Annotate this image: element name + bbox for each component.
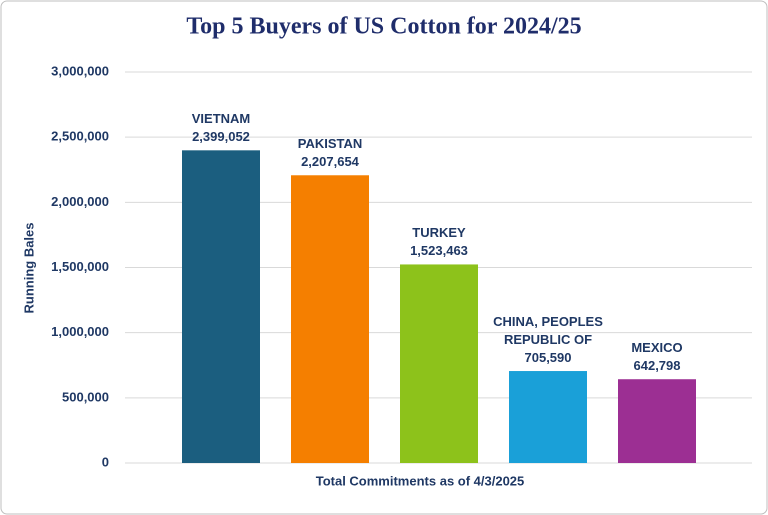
value-label: 2,207,654	[301, 154, 359, 170]
bar	[509, 371, 587, 463]
y-tick-label: 1,000,000	[51, 324, 109, 339]
bar	[291, 175, 369, 463]
y-tick-label: 3,000,000	[51, 63, 109, 78]
bar-label: VIETNAM 2,399,052	[156, 110, 286, 146]
y-tick-label: 500,000	[62, 389, 109, 404]
bar	[182, 150, 260, 464]
y-tick-label: 2,500,000	[51, 129, 109, 144]
category-label: TURKEY	[412, 225, 466, 241]
y-tick-label: 2,000,000	[51, 194, 109, 209]
y-tick-label: 0	[102, 454, 109, 469]
category-label: CHINA, PEOPLES REPUBLIC OF	[493, 314, 603, 348]
bar-label: CHINA, PEOPLES REPUBLIC OF 705,590	[483, 313, 613, 367]
category-label: PAKISTAN	[297, 136, 363, 152]
x-axis-label: Total Commitments as of 4/3/2025	[316, 473, 525, 488]
bar-label: TURKEY 1,523,463	[374, 224, 504, 260]
bar-label: PAKISTAN 2,207,654	[265, 135, 395, 171]
category-label: VIETNAM	[191, 111, 251, 127]
y-axis-label: Running Bales	[21, 222, 36, 313]
category-label: MEXICO	[631, 340, 683, 356]
bar	[400, 264, 478, 463]
value-label: 705,590	[524, 350, 572, 366]
bar-label: MEXICO 642,798	[592, 339, 722, 375]
chart-title: Top 5 Buyers of US Cotton for 2024/25	[186, 14, 581, 40]
bar	[618, 379, 696, 463]
value-label: 642,798	[633, 358, 681, 374]
value-label: 1,523,463	[410, 243, 468, 259]
value-label: 2,399,052	[192, 129, 250, 145]
y-tick-label: 1,500,000	[51, 259, 109, 274]
